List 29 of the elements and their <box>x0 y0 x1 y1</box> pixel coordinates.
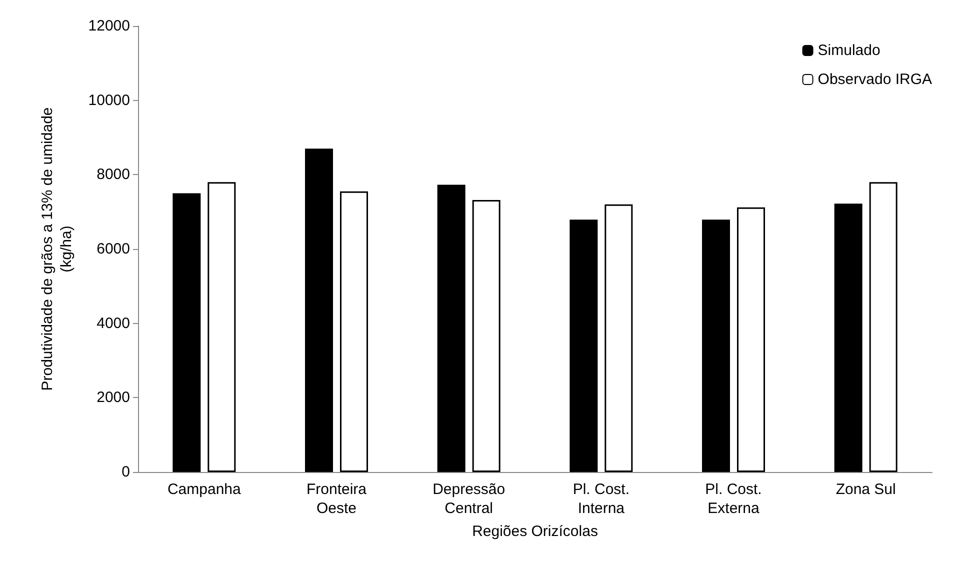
y-tick-label: 4000 <box>96 314 130 332</box>
legend-label: Simulado <box>818 42 880 59</box>
bar <box>305 148 333 472</box>
bar <box>340 191 368 472</box>
bar <box>437 184 466 472</box>
x-tick-label: Pl. Cost. Interna <box>572 481 630 517</box>
x-tick-label: Depressão Central <box>432 481 506 517</box>
bar <box>869 182 898 472</box>
x-axis-title: Regiões Orizícolas <box>472 523 598 540</box>
legend-label: Observado IRGA <box>818 71 932 88</box>
bar <box>737 207 765 472</box>
y-tick-label: 6000 <box>96 240 130 258</box>
y-tick-label: 12000 <box>88 18 130 34</box>
bar <box>702 220 730 472</box>
bar <box>472 200 500 472</box>
y-tick-label: 2000 <box>96 389 130 406</box>
bar <box>604 204 633 472</box>
x-tick-label: Pl. Cost. Externa <box>705 481 762 517</box>
y-tick-label: 10000 <box>88 92 130 109</box>
x-tick-label: Campanha <box>167 481 242 498</box>
bar <box>208 182 236 472</box>
bar <box>834 204 862 472</box>
y-tick-label: 0 <box>122 464 130 480</box>
x-tick-label: Fronteira Oeste <box>306 481 368 517</box>
x-tick-label: Zona Sul <box>836 481 896 498</box>
bar <box>570 220 598 472</box>
bar <box>172 193 201 472</box>
y-axis-title: Produtividade de grãos a 13% de umidade (kg/ha) <box>39 107 75 391</box>
y-tick-label: 8000 <box>96 166 130 184</box>
